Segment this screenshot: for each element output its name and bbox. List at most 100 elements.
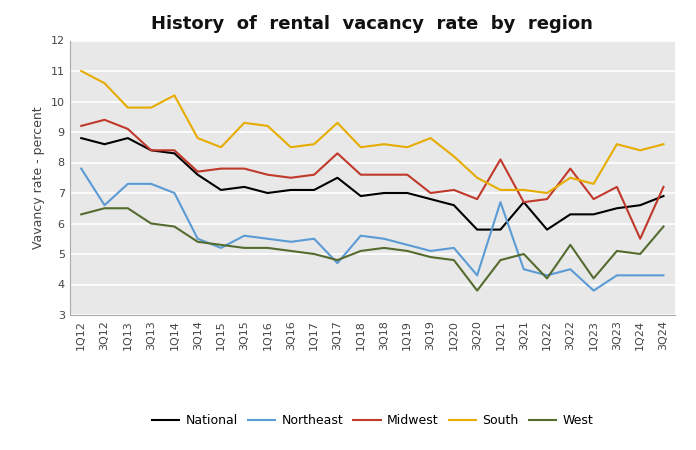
Northeast [659, 273, 667, 278]
Y-axis label: Vavancy rate - percent: Vavancy rate - percent [32, 107, 45, 249]
Northeast [427, 248, 435, 254]
South [450, 154, 458, 159]
West [543, 276, 551, 281]
Midwest [543, 196, 551, 202]
South [193, 135, 202, 141]
West [287, 248, 295, 254]
National [240, 184, 248, 189]
National [519, 199, 528, 205]
South [333, 120, 342, 126]
Midwest [403, 172, 411, 177]
Midwest [450, 187, 458, 193]
South [310, 141, 318, 147]
South [263, 123, 271, 129]
Northeast [543, 273, 551, 278]
West [427, 254, 435, 260]
West [124, 206, 132, 211]
National [496, 227, 505, 232]
National [612, 206, 621, 211]
National [566, 212, 574, 217]
South [427, 135, 435, 141]
Midwest [356, 172, 365, 177]
National [450, 202, 458, 208]
Northeast [171, 190, 179, 196]
West [333, 257, 342, 263]
West [217, 242, 226, 248]
National [427, 196, 435, 202]
West [636, 251, 644, 256]
Line: National: National [81, 138, 663, 230]
Midwest [147, 148, 155, 153]
Midwest [380, 172, 388, 177]
Northeast [636, 273, 644, 278]
Northeast [590, 288, 598, 293]
West [147, 221, 155, 226]
Title: History  of  rental  vacancy  rate  by  region: History of rental vacancy rate by region [152, 15, 593, 33]
Midwest [659, 184, 667, 189]
National [263, 190, 271, 196]
Northeast [147, 181, 155, 187]
Northeast [566, 266, 574, 272]
Northeast [380, 236, 388, 242]
Northeast [612, 273, 621, 278]
South [636, 148, 644, 153]
West [566, 242, 574, 248]
National [543, 227, 551, 232]
National [333, 175, 342, 180]
Midwest [590, 196, 598, 202]
West [100, 206, 109, 211]
Midwest [612, 184, 621, 189]
National [217, 187, 226, 193]
Northeast [356, 233, 365, 238]
West [612, 248, 621, 254]
West [403, 248, 411, 254]
South [380, 141, 388, 147]
Northeast [519, 266, 528, 272]
Midwest [636, 236, 644, 242]
Northeast [193, 236, 202, 242]
Northeast [263, 236, 271, 242]
South [590, 181, 598, 187]
West [659, 224, 667, 229]
West [496, 257, 505, 263]
South [403, 144, 411, 150]
West [473, 288, 482, 293]
South [217, 144, 226, 150]
West [240, 245, 248, 251]
Northeast [496, 199, 505, 205]
West [263, 245, 271, 251]
South [77, 68, 86, 74]
Midwest [473, 196, 482, 202]
Northeast [333, 261, 342, 266]
Midwest [566, 166, 574, 171]
National [590, 212, 598, 217]
Midwest [333, 151, 342, 156]
Midwest [519, 199, 528, 205]
Northeast [473, 273, 482, 278]
Line: West: West [81, 208, 663, 291]
South [356, 144, 365, 150]
South [171, 93, 179, 98]
National [100, 141, 109, 147]
Line: Midwest: Midwest [81, 120, 663, 239]
Northeast [100, 202, 109, 208]
Midwest [240, 166, 248, 171]
National [403, 190, 411, 196]
National [147, 148, 155, 153]
National [124, 135, 132, 141]
Northeast [287, 239, 295, 244]
National [77, 135, 86, 141]
Midwest [217, 166, 226, 171]
West [519, 251, 528, 256]
South [124, 105, 132, 110]
Northeast [450, 245, 458, 251]
South [473, 175, 482, 180]
Midwest [496, 157, 505, 162]
South [240, 120, 248, 126]
National [193, 172, 202, 177]
South [100, 81, 109, 86]
South [519, 187, 528, 193]
Midwest [171, 148, 179, 153]
Northeast [310, 236, 318, 242]
National [473, 227, 482, 232]
